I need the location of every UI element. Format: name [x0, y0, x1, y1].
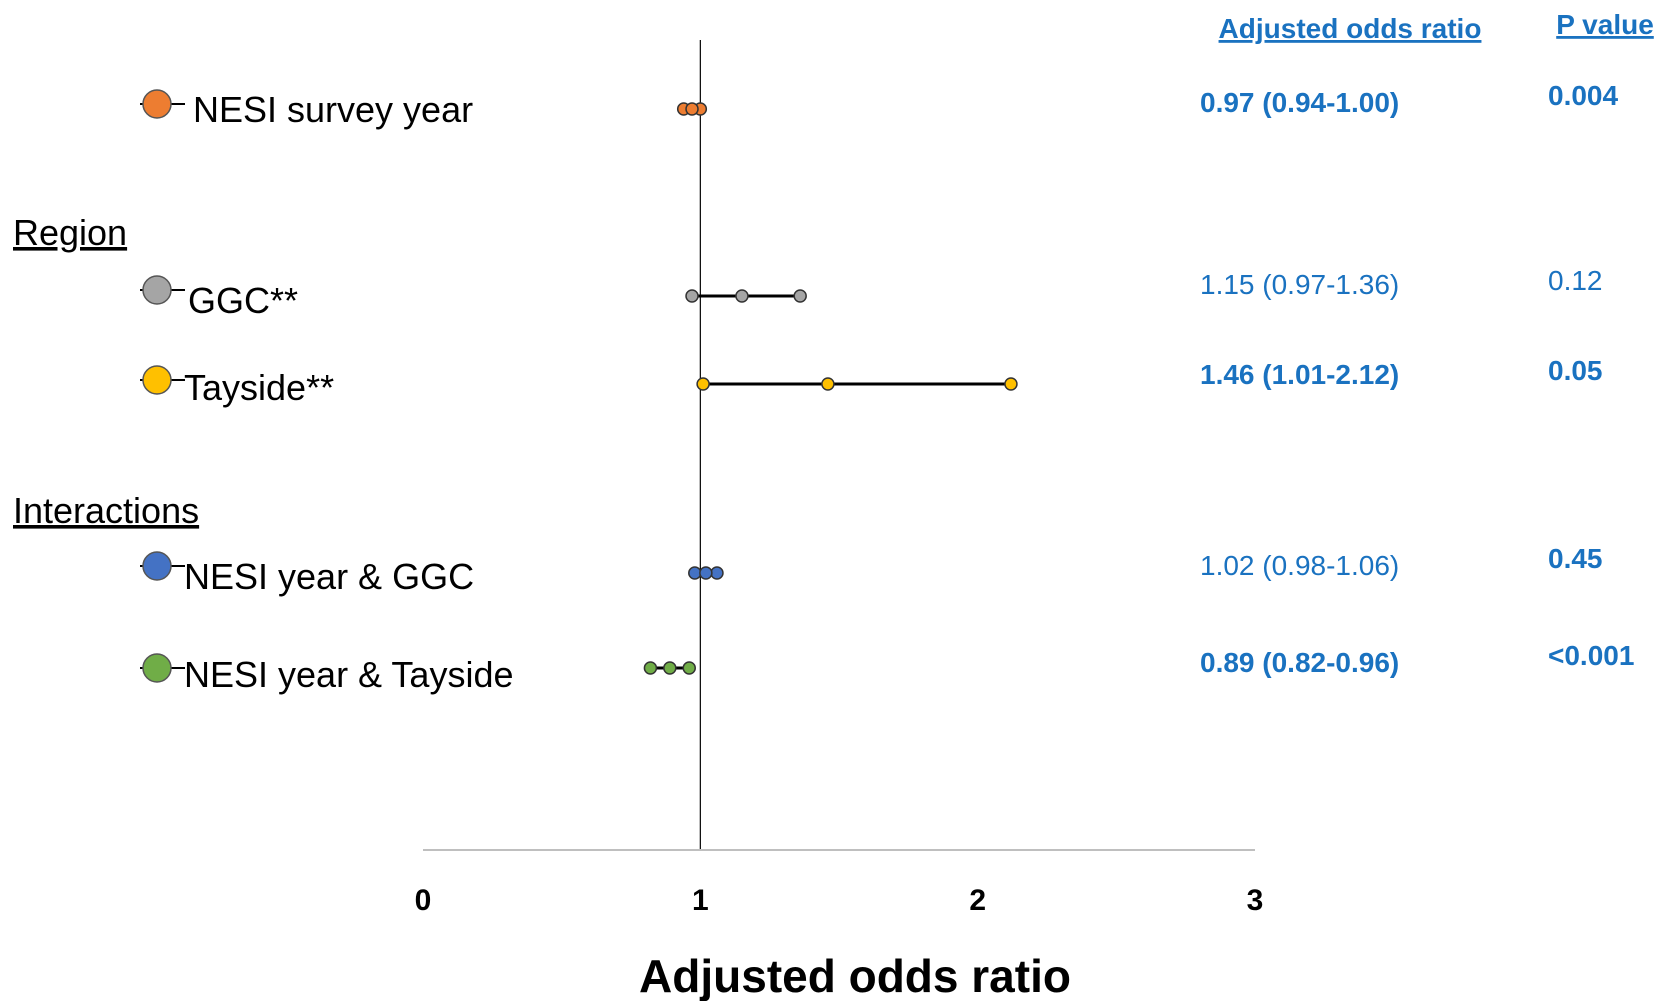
odds-ratio-text: 0.89 (0.82-0.96): [1200, 647, 1399, 678]
x-axis-ticks: 0 1 2 3: [415, 884, 1264, 917]
legend-swatch-marker: [142, 89, 172, 119]
legend-swatch-marker: [142, 551, 172, 581]
x-tick-label: 1: [692, 884, 709, 917]
ci-low-point: [688, 566, 702, 580]
odds-ratio-point: [821, 377, 835, 391]
p-value-text: 0.004: [1548, 80, 1618, 111]
x-axis-title: Adjusted odds ratio: [639, 950, 1071, 1001]
header-odds-ratio: Adjusted odds ratio: [1219, 13, 1482, 44]
row-label: NESI year & Tayside: [184, 654, 513, 695]
ci-high-point: [710, 566, 724, 580]
forest-row: NESI survey year 0.97 (0.94-1.00) 0.004: [140, 80, 1618, 130]
group-label-interactions: Interactions: [13, 490, 199, 531]
group-label-region: Region: [13, 212, 127, 253]
x-tick-label: 2: [969, 884, 986, 917]
x-tick-label: 0: [415, 884, 432, 917]
odds-ratio-point: [735, 289, 749, 303]
odds-ratio-text: 1.02 (0.98-1.06): [1200, 550, 1399, 581]
forest-row: Tayside** 1.46 (1.01-2.12) 0.05: [140, 355, 1603, 408]
row-label: NESI survey year: [193, 89, 473, 130]
row-label: Tayside**: [184, 367, 334, 408]
forest-rows: NESI survey year 0.97 (0.94-1.00) 0.004 GGC…: [140, 80, 1634, 695]
forest-row: NESI year & GGC 1.02 (0.98-1.06) 0.45: [140, 543, 1603, 597]
ci-low-point: [696, 377, 710, 391]
odds-ratio-text: 1.15 (0.97-1.36): [1200, 269, 1399, 300]
legend-swatch-marker: [142, 275, 172, 305]
p-value-text: 0.05: [1548, 355, 1603, 386]
odds-ratio-point: [685, 102, 699, 116]
legend-swatch-marker: [142, 365, 172, 395]
row-label: NESI year & GGC: [184, 556, 474, 597]
legend-swatch-marker: [142, 653, 172, 683]
ci-high-point: [682, 661, 696, 675]
ci-low-point: [643, 661, 658, 675]
p-value-text: 0.12: [1548, 265, 1603, 296]
ci-low-point: [685, 289, 699, 303]
forest-row: NESI year & Tayside 0.89 (0.82-0.96) <0.00…: [140, 640, 1634, 695]
ci-high-point: [1004, 377, 1018, 391]
p-value-text: <0.001: [1548, 640, 1634, 671]
odds-ratio-text: 1.46 (1.01-2.12): [1200, 359, 1399, 390]
p-value-text: 0.45: [1548, 543, 1603, 574]
x-tick-label: 3: [1247, 884, 1264, 917]
forest-row: GGC** 1.15 (0.97-1.36) 0.12: [140, 265, 1603, 321]
row-label: GGC**: [188, 280, 298, 321]
odds-ratio-text: 0.97 (0.94-1.00): [1200, 87, 1399, 118]
ci-high-point: [793, 289, 807, 303]
odds-ratio-point: [663, 661, 677, 675]
header-p-value: P value: [1556, 9, 1654, 40]
odds-ratio-point: [699, 566, 713, 580]
